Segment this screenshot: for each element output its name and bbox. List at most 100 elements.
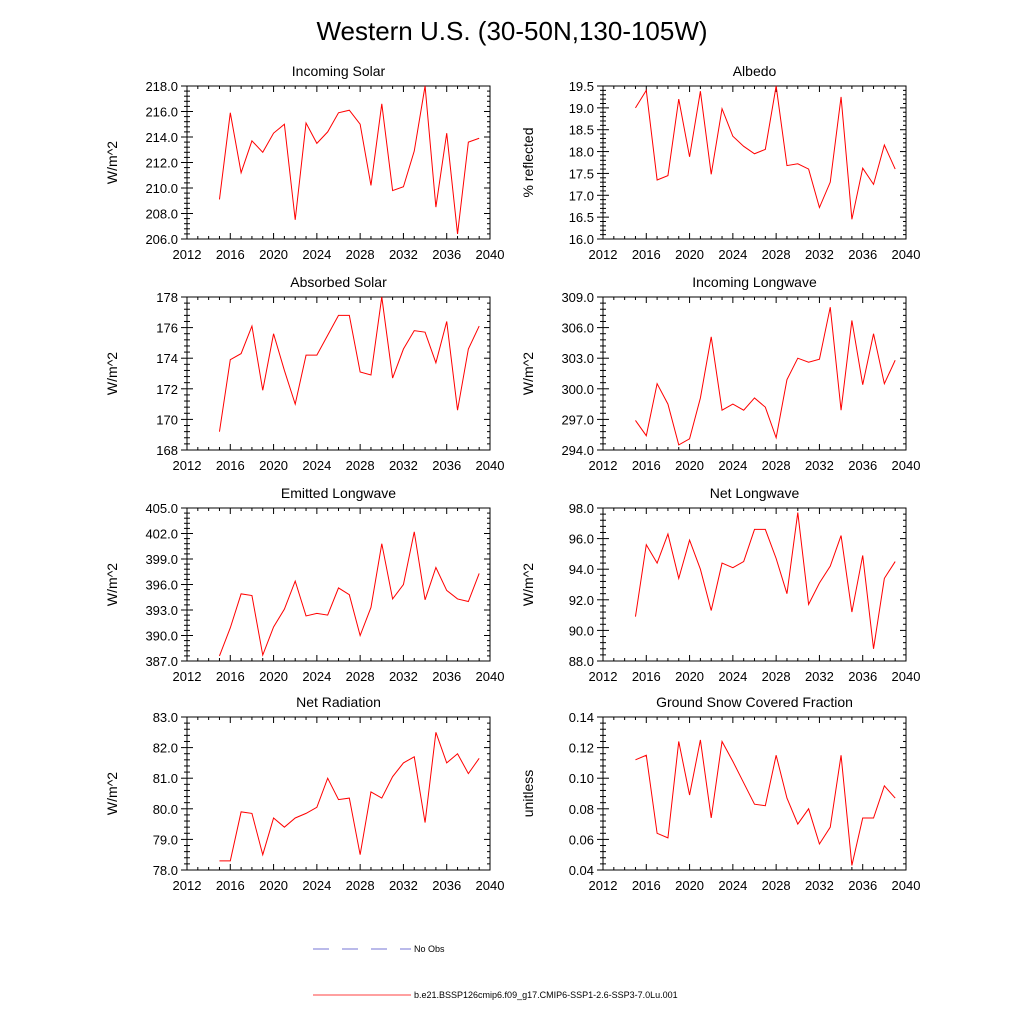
y-tick-label: 16.0 (569, 232, 594, 247)
x-tick-label: 2024 (718, 458, 747, 473)
y-tick-label: 18.5 (569, 123, 594, 138)
y-tick-label: 81.0 (153, 771, 178, 786)
panels: 2012 2016 2020 2024 2028 2032 2036 2040 206.0 208… (104, 63, 920, 893)
x-tick-label: 2016 (216, 669, 245, 684)
plot-frame (186, 716, 491, 871)
x-tick-label: 2040 (892, 878, 921, 893)
y-tick-label: 309.0 (561, 290, 594, 305)
y-tick-label: 80.0 (153, 802, 178, 817)
x-tick-label: 2040 (892, 458, 921, 473)
panel-title: Net Longwave (710, 485, 800, 501)
x-tick-label: 2032 (389, 669, 418, 684)
x-tick-label: 2028 (346, 669, 375, 684)
x-tick-label: 2024 (302, 669, 331, 684)
y-axis-label: % reflected (520, 127, 536, 197)
y-tick-label: 387.0 (145, 654, 178, 669)
y-tick-label: 402.0 (145, 527, 178, 542)
y-tick-label: 208.0 (145, 207, 178, 222)
y-tick-label: 0.14 (569, 710, 594, 725)
x-tick-label: 2036 (432, 458, 461, 473)
y-tick-label: 17.0 (569, 188, 594, 203)
x-tick-label: 2040 (892, 247, 921, 262)
y-tick-label: 168 (156, 443, 178, 458)
x-tick-label: 2024 (302, 878, 331, 893)
x-tick-label: 2028 (346, 247, 375, 262)
panel-title: Incoming Longwave (692, 274, 817, 290)
x-tick-label: 2032 (389, 247, 418, 262)
y-tick-label: 0.08 (569, 802, 594, 817)
series-line-1 (635, 307, 896, 446)
x-tick-label: 2028 (762, 878, 791, 893)
y-tick-label: 19.5 (569, 79, 594, 94)
y-tick-label: 79.0 (153, 832, 178, 847)
x-tick-label: 2040 (476, 458, 505, 473)
x-tick-label: 2028 (346, 878, 375, 893)
x-tick-label: 2028 (762, 458, 791, 473)
y-tick-label: 19.0 (569, 101, 594, 116)
plot-frame (186, 85, 491, 240)
x-tick-label: 2016 (216, 458, 245, 473)
x-tick-label: 2040 (476, 878, 505, 893)
panel-6: 2012 2016 2020 2024 2028 2032 2036 2040 88.0 90.0… (520, 485, 920, 684)
y-tick-label: 218.0 (145, 79, 178, 94)
y-tick-label: 294.0 (561, 443, 594, 458)
panel-title: Emitted Longwave (281, 485, 396, 501)
y-tick-label: 94.0 (569, 562, 594, 577)
y-tick-label: 212.0 (145, 156, 178, 171)
panel-5: 2012 2016 2020 2024 2028 2032 2036 2040 387.0 390… (104, 485, 504, 684)
y-tick-label: 172 (156, 382, 178, 397)
y-axis-label: W/m^2 (520, 563, 536, 606)
y-tick-label: 393.0 (145, 603, 178, 618)
y-tick-label: 396.0 (145, 578, 178, 593)
x-tick-label: 2020 (259, 669, 288, 684)
panel-4: 2012 2016 2020 2024 2028 2032 2036 2040 294.0 297… (520, 274, 920, 473)
plot-frame (602, 716, 907, 871)
y-tick-label: 18.0 (569, 145, 594, 160)
x-tick-label: 2012 (589, 247, 618, 262)
y-tick-label: 17.5 (569, 166, 594, 181)
x-tick-label: 2016 (632, 247, 661, 262)
panel-3: 2012 2016 2020 2024 2028 2032 2036 2040 168 170 17… (104, 274, 504, 473)
x-tick-label: 2020 (259, 458, 288, 473)
y-axis-label: W/m^2 (104, 772, 120, 815)
y-tick-label: 297.0 (561, 412, 594, 427)
x-tick-label: 2036 (848, 669, 877, 684)
x-tick-label: 2036 (432, 669, 461, 684)
y-tick-label: 399.0 (145, 552, 178, 567)
y-tick-label: 0.10 (569, 771, 594, 786)
y-tick-label: 170 (156, 412, 178, 427)
y-tick-label: 78.0 (153, 863, 178, 878)
figure-title: Western U.S. (30-50N,130-105W) (316, 16, 707, 46)
y-tick-label: 0.06 (569, 832, 594, 847)
plot-frame (186, 507, 491, 662)
panel-title: Incoming Solar (292, 63, 386, 79)
x-tick-label: 2040 (892, 669, 921, 684)
y-tick-label: 88.0 (569, 654, 594, 669)
y-tick-label: 214.0 (145, 130, 178, 145)
x-tick-label: 2016 (632, 669, 661, 684)
x-tick-label: 2032 (805, 458, 834, 473)
y-tick-label: 178 (156, 290, 178, 305)
x-tick-label: 2032 (389, 458, 418, 473)
x-tick-label: 2024 (718, 669, 747, 684)
panel-title: Albedo (733, 63, 777, 79)
panel-7: 2012 2016 2020 2024 2028 2032 2036 2040 78.0 79.0… (104, 694, 504, 893)
series-line-1 (218, 296, 480, 432)
x-tick-label: 2032 (389, 878, 418, 893)
x-tick-label: 2012 (589, 458, 618, 473)
x-tick-label: 2020 (675, 669, 704, 684)
x-tick-label: 2012 (173, 247, 202, 262)
y-tick-label: 96.0 (569, 532, 594, 547)
x-tick-label: 2028 (762, 247, 791, 262)
x-tick-label: 2024 (302, 247, 331, 262)
x-tick-label: 2024 (302, 458, 331, 473)
panel-title: Net Radiation (296, 694, 381, 710)
x-tick-label: 2036 (848, 247, 877, 262)
x-tick-label: 2040 (476, 669, 505, 684)
x-tick-label: 2012 (589, 878, 618, 893)
y-axis-label: W/m^2 (104, 352, 120, 395)
y-tick-label: 0.04 (569, 863, 594, 878)
x-tick-label: 2024 (718, 247, 747, 262)
x-tick-label: 2032 (805, 669, 834, 684)
